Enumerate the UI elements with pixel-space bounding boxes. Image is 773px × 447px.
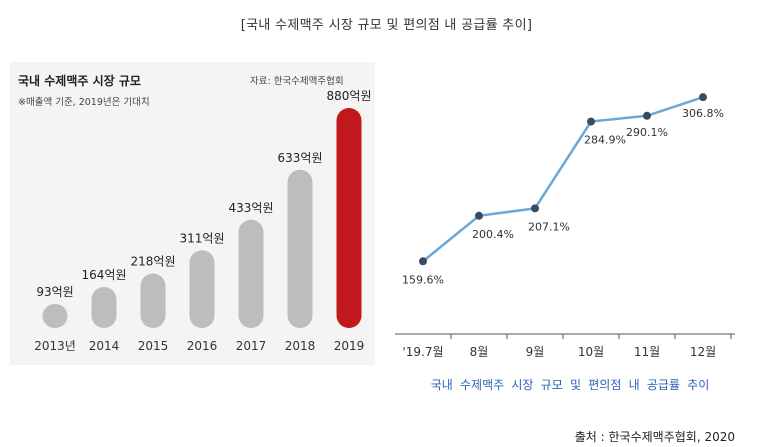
bar-3 (189, 250, 215, 328)
bar-1 (91, 287, 117, 328)
line-point-2 (531, 204, 539, 213)
line-category-label-5: 12월 (690, 345, 716, 359)
line-point-1 (475, 211, 483, 220)
bar-value-label-4: 433억원 (229, 201, 274, 215)
line-category-label-3: 10월 (578, 345, 604, 359)
line-chart-caption: 국내 수제맥주 시장 규모 및 편의점 내 공급률 추이 (430, 378, 710, 392)
line-value-label-3: 284.9% (584, 134, 626, 147)
bar-category-label-6: 2019 (334, 339, 365, 353)
bar-value-label-2: 218억원 (131, 255, 176, 269)
bar-category-label-1: 2014 (89, 339, 120, 353)
bar-category-label-4: 2017 (236, 339, 267, 353)
line-value-label-4: 290.1% (626, 126, 668, 139)
page-title: [국내 수제맥주 시장 규모 및 편의점 내 공급률 추이] (240, 18, 533, 33)
bar-category-label-2: 2015 (138, 339, 169, 353)
line-point-4 (643, 111, 651, 120)
bar-chart-source: 자료: 한국수제맥주협회 (250, 76, 344, 87)
bar-category-label-5: 2018 (285, 339, 316, 353)
bar-category-label-0: 2013년 (34, 339, 76, 353)
bar-value-label-3: 311억원 (180, 231, 225, 245)
line-series (422, 95, 704, 263)
line-value-label-2: 207.1% (528, 220, 570, 233)
line-value-label-0: 159.6% (402, 273, 444, 286)
bar-chart-title: 국내 수제맥주 시장 규모 (18, 74, 141, 88)
bar-value-label-6: 880억원 (327, 89, 372, 103)
bar-6 (336, 108, 362, 328)
bar-chart-note: ※매출액 기준, 2019년은 기대치 (18, 97, 150, 108)
line-category-label-1: 8월 (470, 345, 489, 359)
bar-value-label-1: 164억원 (82, 268, 127, 282)
bar-4 (238, 219, 264, 328)
line-point-5 (699, 93, 707, 102)
line-point-0 (419, 257, 427, 266)
line-category-label-4: 11월 (634, 345, 660, 359)
line-value-label-1: 200.4% (472, 228, 514, 241)
bar-2 (140, 273, 166, 328)
line-category-label-0: '19.7월 (402, 345, 443, 359)
bar-0 (42, 304, 68, 328)
line-value-label-5: 306.8% (682, 107, 724, 120)
bar-value-label-0: 93억원 (36, 285, 73, 299)
line-point-3 (587, 117, 595, 126)
bar-chart: 93억원 2013년 164억원 2014 218억원 2015 311억원 2016 433억… (34, 89, 372, 353)
bar-value-label-5: 633억원 (278, 151, 323, 165)
line-category-label-2: 9월 (526, 345, 545, 359)
line-chart: 159.6% '19.7월 200.4% 8월 207.1% 9월 284.9% 10월 290… (395, 93, 735, 359)
footer-source: 출처 : 한국수제맥주협회, 2020 (574, 430, 735, 444)
bar-category-label-3: 2016 (187, 339, 218, 353)
bar-5 (287, 169, 313, 328)
